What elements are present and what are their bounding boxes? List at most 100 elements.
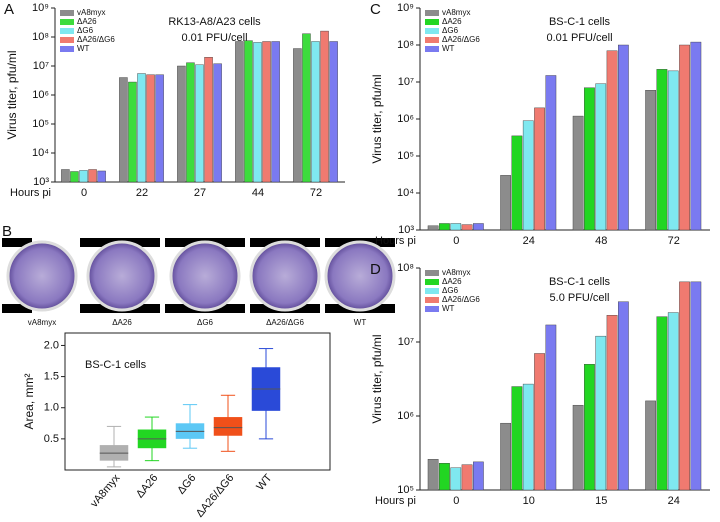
legend-swatch [425,46,439,52]
bar [606,50,618,231]
bar [302,33,311,183]
bar [473,461,484,491]
bar [645,400,656,491]
legend-label: WT [442,304,455,313]
chart-title: BS-C-1 cells [549,276,611,288]
plaque-well [169,240,241,312]
bar [500,175,511,231]
bar [177,65,186,183]
plaque-label: ΔG6 [197,318,214,327]
legend-label: ΔA26/ΔG6 [442,35,480,44]
bar [119,77,128,183]
legend-label: ΔG6 [77,26,94,35]
plaque-label: vA8myx [28,318,56,327]
bar [235,41,244,183]
bar [511,135,523,231]
legend-swatch [425,19,439,25]
bar [522,383,534,491]
bar [618,44,629,231]
x-axis-label: Hours pi [375,495,416,507]
bar [511,386,523,491]
bar [137,73,146,183]
chart-title: BS-C-1 cells [549,16,611,28]
panel-letter: C [370,1,381,18]
bar [690,281,702,491]
plaque-well [86,240,158,312]
y-tick-label: 10⁵ [397,150,414,162]
y-axis-label: Virus titer, pfu/ml [370,74,384,163]
y-axis-label: Virus titer, pfu/ml [5,50,19,139]
bar [70,171,79,183]
plot-frame [64,332,331,471]
x-tick-label: 27 [194,187,206,199]
panel-letter: D [370,261,381,278]
legend-label: ΔA26/ΔG6 [442,295,480,304]
y-tick-label: 10⁹ [32,2,49,14]
x-tick-label: 0 [453,495,459,507]
panel-letter: B [2,223,12,240]
x-tick-label: ΔA26 [134,472,160,500]
bar [656,316,668,491]
bar [439,463,450,491]
bar [293,48,302,183]
bar [146,74,155,183]
x-tick-label: WT [254,472,274,493]
x-tick-label: 24 [523,235,535,247]
chart-subtitle: 0.01 PFU/cell [546,32,612,44]
legend-label: vA8myx [77,8,105,17]
bar [427,459,439,491]
legend-swatch [425,306,439,312]
plaque-images [2,238,396,313]
plaque-label: ΔA26 [112,318,132,327]
bar [329,41,338,183]
x-tick-label: 10 [523,495,535,507]
legend-label: vA8myx [442,8,470,17]
chart-subtitle: 5.0 PFU/cell [550,292,610,304]
y-tick-label: 10⁵ [397,484,414,496]
plaque-well [249,240,321,312]
x-axis-label: Hours pi [10,187,51,199]
legend-label: vA8myx [442,268,470,277]
bar [584,87,595,231]
bar [213,63,222,183]
bar [461,464,473,491]
legend-label: ΔA26 [77,17,97,26]
y-tick-label: 10³ [398,224,414,236]
bar [61,169,70,183]
y-tick-label: 10⁸ [397,262,414,274]
bar [195,64,204,183]
bar [679,44,690,231]
legend-label: WT [442,44,455,53]
bar [311,41,320,183]
scale-bar [2,238,32,247]
bar [595,83,607,231]
y-axis-label: Area, mm² [22,373,36,429]
plaque-label: WT [354,318,367,327]
y-tick-label: 10⁷ [33,60,49,72]
y-tick-label: 10⁶ [397,113,414,125]
y-tick-label: 10⁷ [398,336,414,348]
bar [545,324,557,491]
bar [244,40,253,183]
box [213,417,243,436]
y-tick-label: 1.5 [44,370,59,382]
legend-swatch [60,28,74,34]
bar [656,69,668,231]
x-tick-label: 72 [310,187,322,199]
bar [262,41,271,183]
legend-swatch [60,46,74,52]
legend-swatch [425,28,439,34]
x-tick-label: 0 [81,187,87,199]
x-tick-label: 0 [453,235,459,247]
bar [595,335,607,491]
y-tick-label: 1.0 [44,402,59,414]
y-tick-label: 10⁸ [397,39,414,51]
y-tick-label: 10⁶ [32,89,49,101]
legend-label: ΔG6 [442,286,459,295]
y-tick-label: 10⁴ [32,147,49,159]
x-tick-label: ΔA26/ΔG6 [194,472,237,520]
chart-title: RK13-A8/A23 cells [168,16,261,28]
x-tick-label: vA8myx [88,472,123,510]
bar [186,62,195,183]
